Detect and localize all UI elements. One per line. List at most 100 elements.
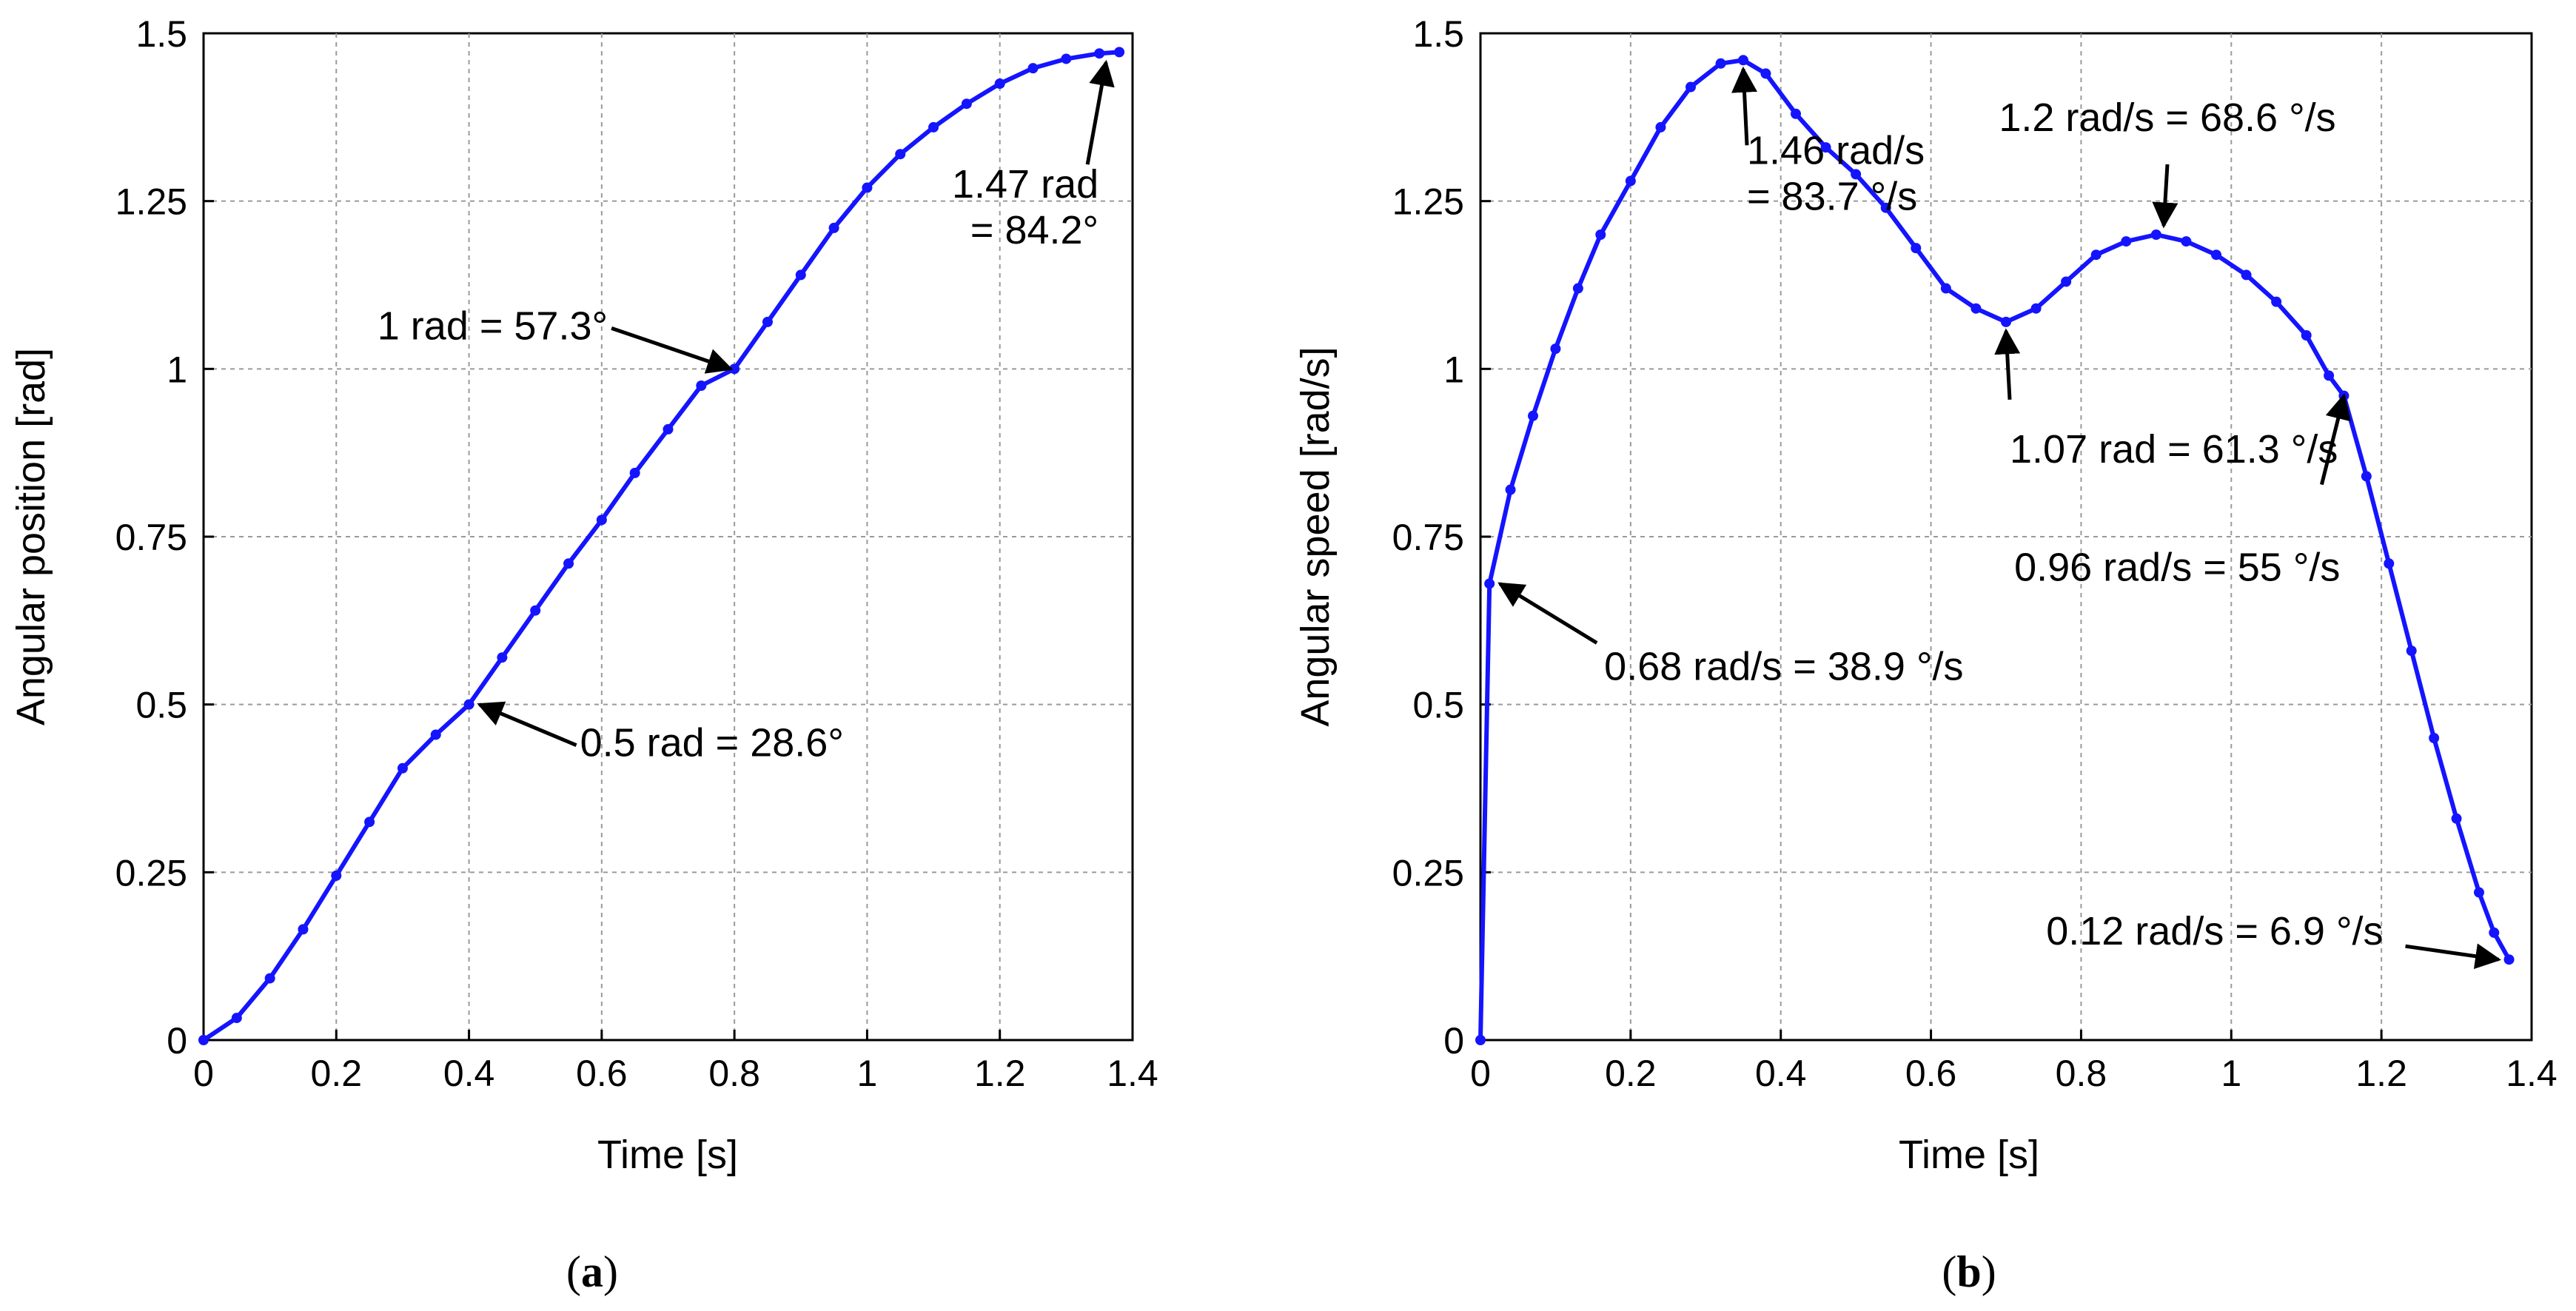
y-axis-label-b: Angular speed [rad/s] [1293, 346, 1338, 726]
x-tick-label: 1 [857, 1053, 878, 1094]
data-point [2030, 303, 2042, 314]
y-axis-label-a: Angular position [rad] [9, 348, 53, 725]
caption-a-letter: a [581, 1247, 603, 1296]
x-tick-label: 0.4 [1755, 1053, 1807, 1094]
series-markers-a [198, 47, 1125, 1045]
annotation-line: 1.07 rad = 61.3 °/s [2010, 427, 2338, 472]
data-point [596, 514, 607, 526]
annotation-label: 0.68 rad/s = 38.9 °/s [1604, 644, 1963, 688]
data-point [1484, 578, 1495, 589]
data-point [2384, 558, 2395, 569]
x-tick-label: 1.2 [2355, 1053, 2407, 1094]
data-point [463, 699, 474, 710]
data-point [397, 762, 408, 774]
y-tick-label: 1.25 [115, 181, 187, 223]
y-tick-label: 0.5 [1412, 685, 1464, 726]
y-ticks-a: 0 0.25 0.5 0.75 1 1.25 1.5 [115, 13, 214, 1062]
data-point [762, 316, 773, 327]
data-point [1940, 283, 1951, 294]
data-point [563, 558, 574, 569]
y-tick-label: 1 [167, 349, 187, 390]
data-point [264, 973, 275, 984]
data-point [1820, 142, 1831, 153]
y-tick-label: 1 [1443, 349, 1464, 390]
data-point [1027, 63, 1039, 74]
caption-a: (a) [566, 1247, 618, 1296]
data-point [2503, 954, 2515, 965]
chart-panel-a: 0 0.2 0.4 0.6 0.8 1 1.2 1.4 0 0.25 0.5 0.75 1 1.25 1.… [9, 13, 1158, 1296]
y-tick-label: 0 [167, 1020, 187, 1062]
annotation-label: 1 rad = 57.3° [378, 304, 608, 348]
annotation-arrow [611, 326, 734, 374]
annotation: 1.46 rad/s = 83.7 °/s [1747, 128, 1925, 218]
annotation-line: 1.47 rad [952, 162, 1099, 207]
annotation-label: 1.47 rad = 84.2° [952, 162, 1099, 252]
annotation-label: 1.07 rad = 61.3 °/s [2010, 427, 2338, 472]
y-tick-label: 1.5 [135, 13, 187, 55]
x-tick-label: 0.8 [2056, 1053, 2107, 1094]
grid-a [204, 33, 1133, 1040]
annotation-line: 1.46 rad/s [1747, 128, 1925, 172]
annotation-arrow [1085, 59, 1115, 165]
annotation-arrow [1731, 66, 1758, 146]
data-point [2241, 269, 2252, 281]
data-point [497, 652, 508, 663]
x-axis-label-b: Time [s] [1899, 1133, 2039, 1177]
caption-b-letter: b [1956, 1247, 1981, 1296]
data-point [1970, 303, 1982, 314]
annotation: 1.07 rad = 61.3 °/s [2010, 427, 2338, 472]
annotation-line: 0.5 rad = 28.6° [580, 721, 844, 765]
x-tick-label: 0.2 [311, 1053, 363, 1094]
y-tick-label: 0.75 [115, 517, 187, 558]
data-point [1094, 48, 1105, 59]
annotation: 1 rad = 57.3° [378, 304, 608, 348]
annotation-line: 0.96 rad/s = 55 °/s [2014, 546, 2340, 590]
annotation: 0.68 rad/s = 38.9 °/s [1604, 644, 1963, 688]
data-point [2211, 249, 2221, 261]
data-point [1528, 410, 1538, 421]
data-point [2001, 316, 2011, 327]
annotation-arrow [477, 701, 577, 747]
data-point [2451, 813, 2462, 824]
annotation: 0.96 rad/s = 55 °/s [2014, 546, 2340, 590]
x-tick-label: 0.6 [1905, 1053, 1957, 1094]
series-markers-b [1475, 55, 2515, 1045]
data-point [2150, 229, 2161, 240]
annotation-line: = 84.2° [970, 208, 1099, 252]
data-point [1791, 108, 1801, 119]
x-tick-label: 1.4 [1107, 1053, 1158, 1094]
x-ticks-b: 0 0.2 0.4 0.6 0.8 1 1.2 1.4 [1470, 1030, 2557, 1094]
data-point [1715, 58, 1726, 69]
x-tick-label: 0 [193, 1053, 214, 1094]
x-ticks-a: 0 0.2 0.4 0.6 0.8 1 1.2 1.4 [193, 1030, 1158, 1094]
data-point [1505, 484, 1516, 495]
data-point [1760, 68, 1771, 79]
data-point [1880, 202, 1891, 213]
data-point [1475, 1035, 1486, 1045]
data-point [2181, 236, 2192, 247]
x-axis-label-a: Time [s] [597, 1133, 738, 1177]
data-point [629, 467, 640, 478]
annotation-label: 1.46 rad/s = 83.7 °/s [1747, 128, 1925, 218]
data-point [2301, 330, 2312, 341]
data-point [331, 870, 342, 881]
data-point [696, 380, 707, 391]
x-tick-label: 0.2 [1605, 1053, 1657, 1094]
data-point [364, 817, 375, 828]
series-line-angular-speed [1478, 58, 2512, 1041]
data-point [729, 363, 740, 375]
annotation-arrow [2320, 393, 2351, 486]
annotation-arrow [1497, 582, 1598, 645]
annotation-label: 0.96 rad/s = 55 °/s [2014, 546, 2340, 590]
y-tick-label: 0 [1443, 1020, 1464, 1062]
annotation: 1.47 rad = 84.2° [952, 162, 1099, 252]
data-point [1625, 175, 1636, 187]
annotation-label: 0.5 rad = 28.6° [580, 721, 844, 765]
annotation: 1.2 rad/s = 68.6 °/s [1999, 95, 2335, 140]
annotation-line: = 83.7 °/s [1747, 174, 1917, 218]
annotation-arrow [2405, 943, 2502, 970]
data-point [298, 924, 309, 935]
annotation-arrow [2152, 164, 2178, 229]
data-point [1550, 343, 1561, 355]
